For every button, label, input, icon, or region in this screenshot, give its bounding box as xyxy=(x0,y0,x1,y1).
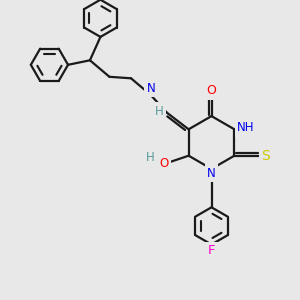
Text: H: H xyxy=(155,105,164,118)
Text: NH: NH xyxy=(237,121,254,134)
Text: N: N xyxy=(207,167,216,180)
Text: F: F xyxy=(208,244,215,257)
Text: O: O xyxy=(159,157,168,170)
Text: O: O xyxy=(207,84,216,98)
Text: H: H xyxy=(146,151,155,164)
Text: N: N xyxy=(147,82,155,95)
Text: S: S xyxy=(262,149,270,163)
